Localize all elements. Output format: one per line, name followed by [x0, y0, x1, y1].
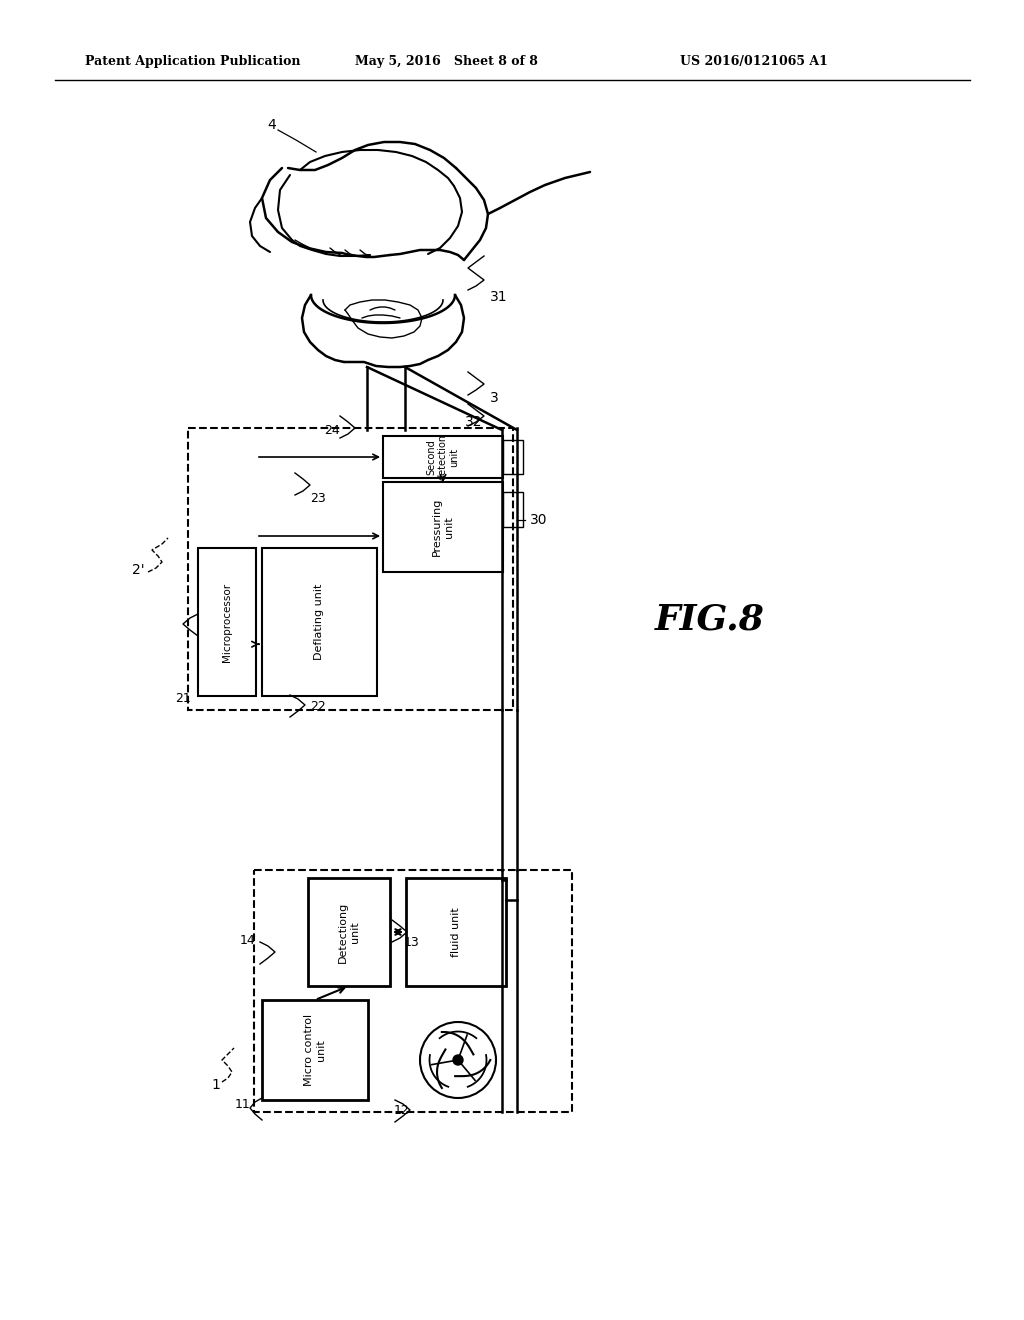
Text: 4: 4 [267, 117, 276, 132]
Text: FIG.8: FIG.8 [655, 603, 765, 638]
Text: 2': 2' [132, 564, 145, 577]
Bar [262, 548, 377, 696]
Bar [308, 878, 390, 986]
Text: 32: 32 [465, 414, 482, 429]
Text: Pressuring
unit: Pressuring unit [432, 498, 454, 556]
Bar [383, 482, 503, 572]
Text: Patent Application Publication: Patent Application Publication [85, 55, 300, 69]
Text: 23: 23 [310, 491, 326, 504]
Text: US 2016/0121065 A1: US 2016/0121065 A1 [680, 55, 827, 69]
Text: 14: 14 [240, 933, 255, 946]
Circle shape [453, 1055, 463, 1065]
Text: Second
detection
unit: Second detection unit [426, 434, 460, 480]
Text: Microprocessor: Microprocessor [222, 582, 232, 661]
Bar [262, 1001, 368, 1100]
Bar [503, 440, 523, 474]
Text: Deflating unit: Deflating unit [314, 583, 325, 660]
Text: 31: 31 [490, 290, 508, 304]
Bar [188, 428, 513, 710]
Text: 12: 12 [394, 1104, 410, 1117]
Text: 3: 3 [490, 391, 499, 405]
Text: 1: 1 [211, 1078, 220, 1092]
Text: 30: 30 [530, 513, 548, 527]
Bar [383, 436, 503, 478]
Text: 22: 22 [310, 700, 326, 713]
Text: fluid unit: fluid unit [451, 907, 461, 957]
Text: 13: 13 [404, 936, 420, 949]
Bar [503, 492, 523, 527]
Text: May 5, 2016   Sheet 8 of 8: May 5, 2016 Sheet 8 of 8 [355, 55, 538, 69]
Bar [254, 870, 572, 1111]
Text: Micro control
unit: Micro control unit [304, 1014, 326, 1086]
Text: 11: 11 [234, 1098, 250, 1111]
Bar [198, 548, 256, 696]
Bar [406, 878, 506, 986]
Text: Detectiong
unit: Detectiong unit [338, 902, 359, 962]
Text: 24: 24 [325, 424, 340, 437]
Text: 21: 21 [175, 692, 190, 705]
